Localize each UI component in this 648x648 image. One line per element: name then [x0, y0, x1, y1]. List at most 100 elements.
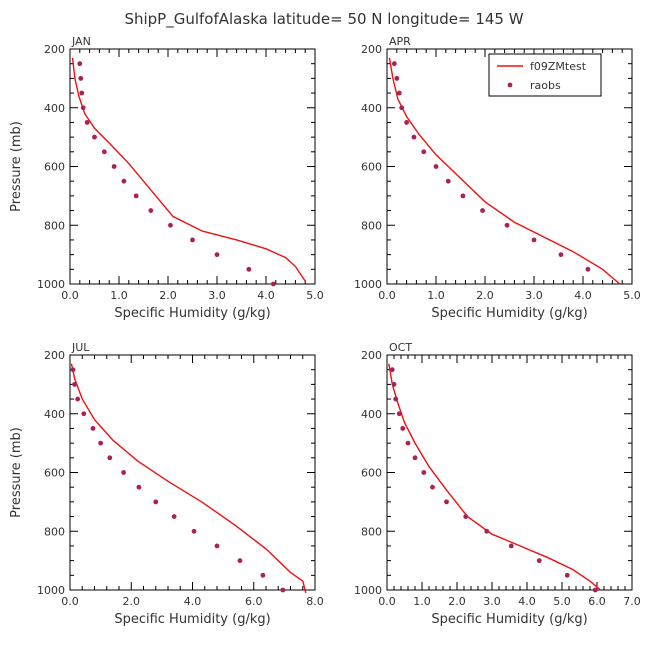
legend-marker-swatch	[507, 82, 513, 88]
data-point-raobs	[72, 381, 77, 387]
data-point-raobs	[260, 572, 266, 578]
x-tick-label: 8.0	[306, 595, 324, 608]
series-line-f09zmtest	[388, 363, 601, 591]
data-point-raobs	[190, 237, 195, 243]
data-point-raobs	[246, 266, 252, 272]
x-tick-label: 5.0	[623, 289, 641, 302]
data-point-raobs	[214, 543, 220, 549]
series-line-f09zmtest	[70, 363, 307, 594]
plot-frame	[69, 354, 316, 591]
y-tick-label: 800	[44, 525, 65, 538]
x-axis-label: Specific Humidity (g/kg)	[114, 612, 270, 627]
data-point-raobs	[92, 134, 97, 140]
x-tick-label: 0.0	[378, 595, 396, 608]
data-point-raobs	[391, 61, 397, 67]
data-point-raobs	[214, 252, 220, 258]
x-tick-label: 1.0	[413, 595, 431, 608]
y-tick-label: 200	[44, 43, 65, 56]
data-point-raobs	[404, 120, 409, 125]
x-tick-label: 7.0	[623, 595, 641, 608]
data-point-raobs	[484, 528, 490, 534]
y-tick-label: 200	[361, 43, 382, 56]
x-tick-label: 2.0	[448, 595, 466, 608]
y-axis-label: Pressure (mb)	[9, 121, 24, 212]
data-point-raobs	[504, 222, 510, 228]
y-tick-label: 400	[361, 408, 382, 421]
data-point-raobs	[444, 499, 449, 505]
panels: JAN 0.0 1.0 2.0 3.0 4.0 5.0 200 400 600 800 1000 Spe…	[9, 35, 641, 627]
x-axis-label: Specific Humidity (g/kg)	[431, 306, 587, 321]
data-point-raobs	[564, 572, 570, 578]
panel-label: JUL	[71, 341, 90, 354]
data-point-raobs	[391, 381, 397, 387]
y-tick-label: 400	[44, 102, 65, 115]
x-tick-label: 4.0	[184, 595, 202, 608]
data-point-raobs	[280, 587, 286, 593]
x-tick-label: 5.0	[306, 289, 324, 302]
data-point-raobs	[396, 411, 402, 417]
data-point-raobs	[445, 178, 451, 184]
series-line-f09zmtest	[388, 57, 621, 285]
y-tick-label: 1000	[354, 584, 382, 597]
x-tick-label: 4.0	[518, 595, 536, 608]
data-point-raobs	[433, 164, 439, 169]
data-point-raobs	[191, 528, 197, 534]
data-point-raobs	[168, 222, 173, 228]
data-point-raobs	[133, 193, 139, 199]
data-point-raobs	[460, 193, 466, 199]
x-tick-label: 0.0	[61, 595, 79, 608]
x-tick-label: 1.0	[110, 289, 128, 302]
y-tick-label: 1000	[37, 278, 65, 291]
data-point-raobs	[79, 90, 85, 96]
x-axis-label: Specific Humidity (g/kg)	[431, 612, 587, 627]
y-tick-label: 800	[44, 219, 65, 232]
data-point-raobs	[90, 426, 96, 431]
data-point-raobs	[78, 75, 84, 81]
panel-label: JAN	[71, 35, 91, 48]
panel-label: OCT	[389, 341, 412, 354]
panel-jan: JAN 0.0 1.0 2.0 3.0 4.0 5.0 200 400 600 800 1000 Spe…	[9, 35, 324, 321]
data-point-raobs	[80, 105, 86, 111]
figure-title: ShipP_GulfofAlaska latitude= 50 N longit…	[124, 10, 523, 29]
data-point-raobs	[536, 558, 542, 564]
data-point-raobs	[84, 120, 90, 125]
x-tick-label: 4.0	[574, 289, 592, 302]
data-point-raobs	[101, 149, 107, 155]
data-point-raobs	[421, 149, 427, 155]
panel-oct: OCT 0.0 1.0 2.0 3.0 4.0 5.0 6.0 7.0 200 400 600 800 1…	[354, 341, 641, 627]
data-point-raobs	[121, 470, 126, 475]
data-point-raobs	[400, 426, 406, 431]
data-point-raobs	[81, 411, 87, 417]
data-point-raobs	[136, 484, 142, 490]
data-point-raobs	[411, 134, 417, 140]
x-tick-label: 5.0	[553, 595, 571, 608]
legend-box	[488, 53, 602, 97]
y-tick-label: 200	[44, 349, 65, 362]
legend-label-obs: raobs	[530, 79, 561, 92]
y-tick-label: 200	[361, 349, 382, 362]
data-point-raobs	[592, 587, 598, 593]
series-line-f09zmtest	[71, 57, 306, 282]
data-point-raobs	[393, 396, 399, 402]
legend: f09ZMtest raobs	[488, 53, 602, 97]
x-tick-label: 3.0	[525, 289, 543, 302]
y-tick-label: 600	[44, 467, 65, 480]
x-axis-label: Specific Humidity (g/kg)	[114, 306, 270, 321]
data-point-raobs	[585, 266, 591, 272]
x-tick-label: 0.0	[61, 289, 79, 302]
y-axis-label: Pressure (mb)	[9, 427, 24, 518]
y-tick-label: 600	[361, 161, 382, 174]
y-tick-label: 800	[361, 219, 382, 232]
panel-jul: JUL 0.0 2.0 4.0 6.0 8.0 200 400 600 800 1000 Specif…	[9, 341, 324, 627]
data-point-raobs	[463, 514, 469, 519]
data-point-raobs	[558, 252, 564, 258]
y-tick-label: 1000	[37, 584, 65, 597]
data-point-raobs	[480, 208, 485, 213]
data-point-raobs	[70, 367, 76, 373]
y-tick-label: 400	[44, 408, 65, 421]
data-point-raobs	[121, 178, 127, 184]
x-tick-label: 2.0	[159, 289, 177, 302]
data-point-raobs	[75, 396, 81, 402]
panel-apr: APR 0.0 1.0 2.0 3.0 4.0 5.0 200 400 600 800 1000 Spe…	[354, 35, 641, 321]
